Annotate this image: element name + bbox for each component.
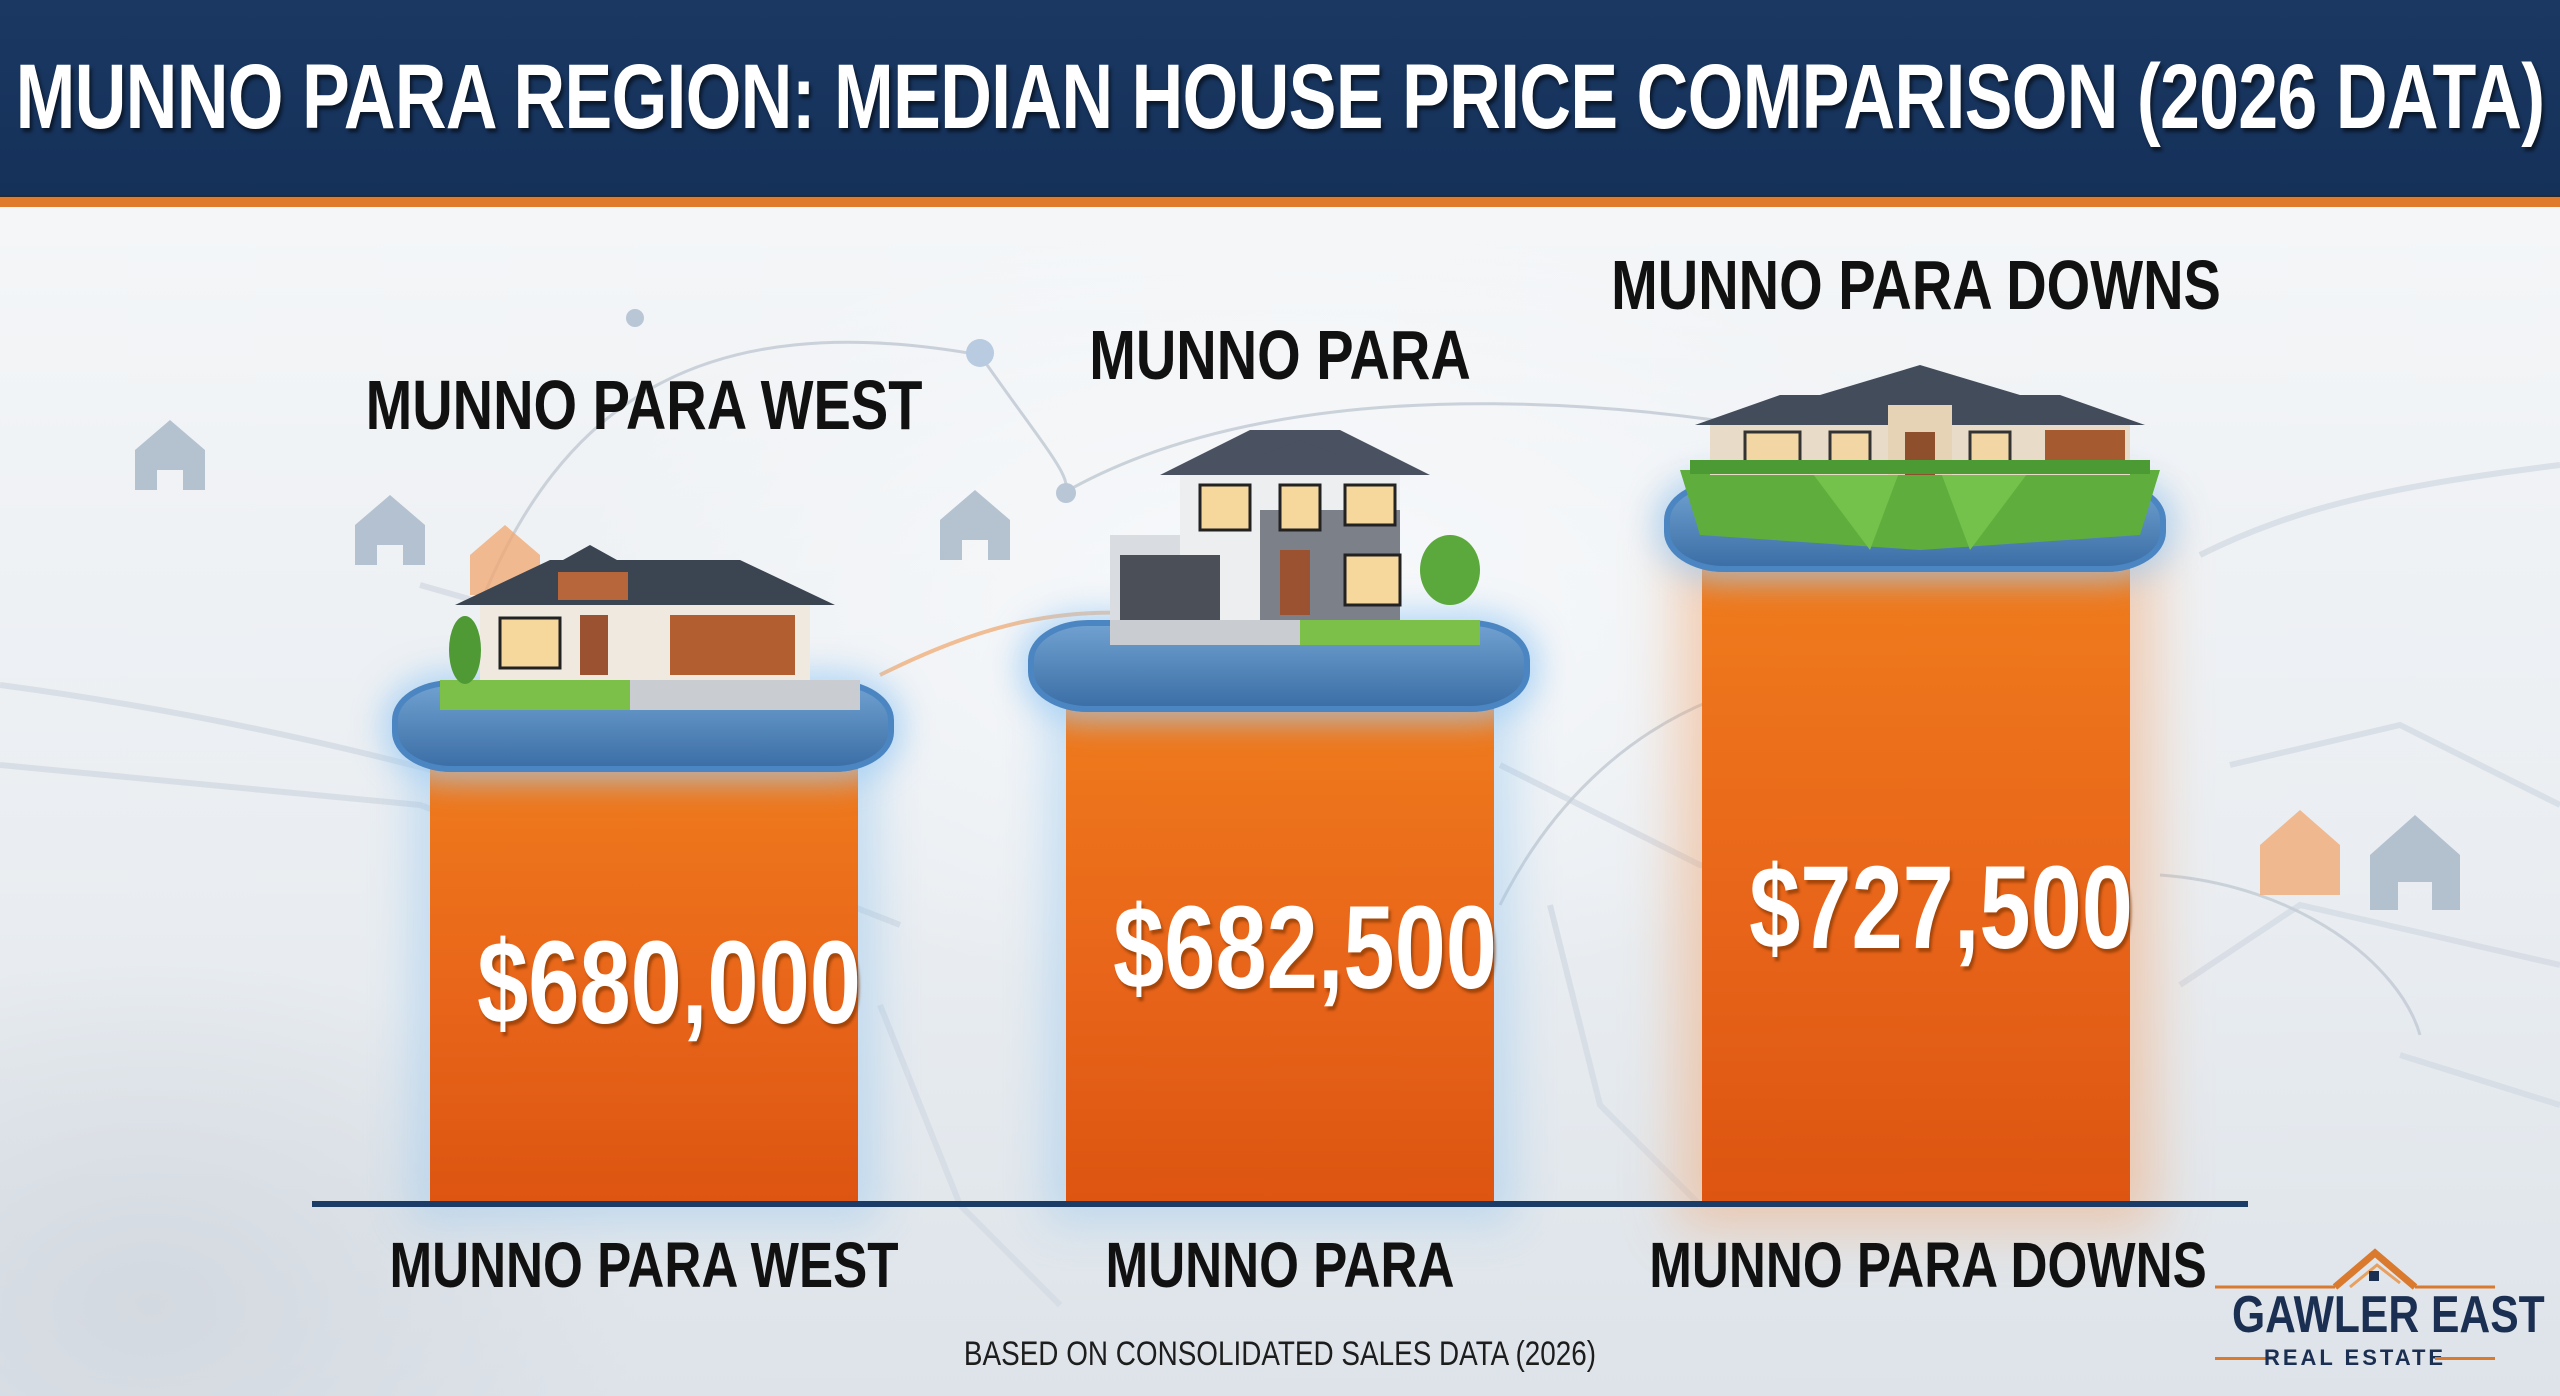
- value-label-munno-para: $682,500: [1113, 882, 1497, 1014]
- x-label-munno-para-west: MUNNO PARA WEST: [389, 1229, 899, 1301]
- double-storey-house-icon: [1110, 430, 1480, 645]
- accent-stripe: [0, 195, 2560, 207]
- value-label-munno-para-downs: $727,500: [1749, 842, 2133, 974]
- top-label-munno-para-downs: MUNNO PARA DOWNS: [1611, 246, 2221, 324]
- bar-munno-para: $682,500: [1066, 680, 1497, 1203]
- background-house-icons: [135, 420, 2460, 910]
- single-storey-house-icon: [440, 545, 860, 710]
- logo-subtitle: REAL ESTATE: [2263, 1345, 2447, 1370]
- logo-divider-left: [2215, 1357, 2275, 1360]
- bar-munno-para-downs: $727,500: [1702, 540, 2133, 1203]
- data-source-note: BASED ON CONSOLIDATED SALES DATA (2026): [963, 1335, 1597, 1373]
- chart-title: MUNNO PARA REGION: MEDIAN HOUSE PRICE CO…: [15, 46, 2546, 148]
- large-estate-house-icon: [1680, 365, 2160, 550]
- gawler-east-logo: GAWLER EAST REAL ESTATE: [2205, 1245, 2545, 1370]
- roof-logo-icon: [2215, 1248, 2495, 1290]
- header-banner: MUNNO PARA REGION: MEDIAN HOUSE PRICE CO…: [0, 0, 2560, 195]
- logo-name: GAWLER EAST: [2232, 1286, 2545, 1344]
- logo-divider-right: [2435, 1357, 2495, 1360]
- bar-munno-para-west: $680,000: [430, 740, 861, 1203]
- x-axis-baseline: [312, 1201, 2248, 1207]
- x-label-munno-para-downs: MUNNO PARA DOWNS: [1649, 1229, 2207, 1301]
- top-label-munno-para: MUNNO PARA: [1089, 316, 1471, 394]
- value-label-munno-para-west: $680,000: [477, 917, 861, 1049]
- x-label-munno-para: MUNNO PARA: [1105, 1229, 1455, 1301]
- top-label-munno-para-west: MUNNO PARA WEST: [365, 366, 923, 444]
